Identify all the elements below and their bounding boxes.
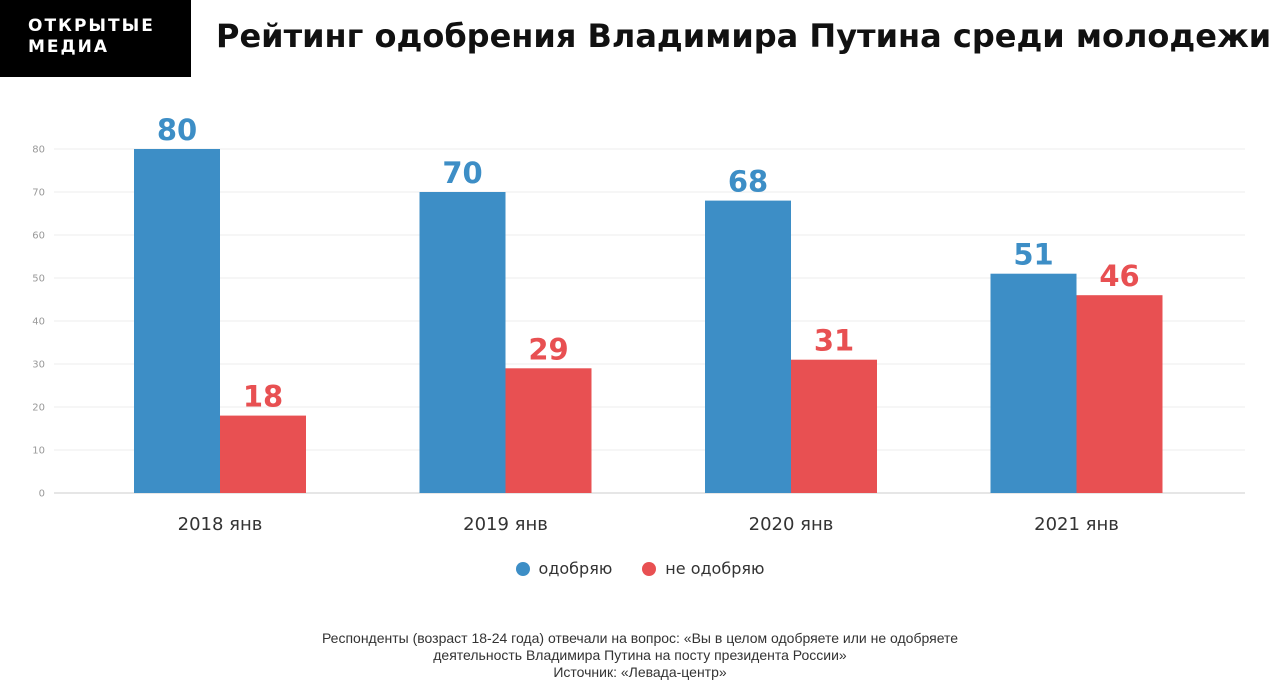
brand-logo: ОТКРЫТЫЕ МЕДИА: [0, 0, 191, 77]
chart-title: Рейтинг одобрения Владимира Путина среди…: [216, 17, 1272, 55]
bar: [791, 359, 877, 493]
bar: [705, 200, 791, 493]
y-tick-label: 80: [32, 145, 45, 156]
x-tick-label: 2020 янв: [749, 514, 834, 535]
legend-item-approve: одобряю: [515, 559, 613, 578]
y-tick-label: 20: [32, 403, 45, 414]
y-tick-label: 70: [32, 188, 45, 199]
x-tick-label: 2019 янв: [463, 514, 548, 535]
legend-item-disapprove: не одобряю: [642, 559, 764, 578]
bar: [419, 192, 506, 493]
footnote-line-1: Респонденты (возраст 18-24 года) отвечал…: [321, 630, 959, 646]
x-tick-label: 2021 янв: [1034, 514, 1119, 535]
legend-label-disapprove: не одобряю: [665, 559, 765, 578]
y-tick-label: 60: [32, 231, 45, 242]
y-tick-label: 0: [39, 489, 45, 500]
x-tick-label: 2018 янв: [178, 514, 263, 535]
y-tick-label: 50: [32, 274, 45, 285]
logo-line-1: ОТКРЫТЫЕ: [28, 16, 155, 36]
data-label: 31: [814, 324, 854, 358]
legend-label-approve: одобряю: [538, 559, 613, 578]
bar: [990, 273, 1077, 493]
data-label: 46: [1099, 259, 1139, 293]
y-tick-label: 10: [32, 446, 45, 457]
data-label: 70: [442, 156, 482, 190]
data-label: 51: [1013, 238, 1053, 272]
chart-legend: одобряю не одобряю: [0, 559, 1280, 578]
data-label: 29: [528, 332, 568, 366]
bar-chart: 0 10 20 30 40 50 60 70 80 80 18 2018 янв 70 29 2019 ян…: [32, 113, 1245, 535]
data-label: 18: [243, 380, 283, 414]
footnote: Респонденты (возраст 18-24 года) отвечал…: [0, 630, 1280, 681]
y-tick-label: 40: [32, 317, 45, 328]
legend-swatch-approve: [515, 561, 530, 576]
legend-swatch-disapprove: [642, 561, 657, 576]
y-tick-label: 30: [32, 360, 45, 371]
data-label: 68: [728, 165, 768, 199]
data-label: 80: [157, 113, 197, 147]
bar: [220, 415, 306, 493]
logo-line-2: МЕДИА: [28, 37, 110, 57]
footnote-source: Источник: «Левада-центр»: [553, 664, 727, 680]
footnote-line-2: деятельность Владимира Путина на посту п…: [433, 647, 847, 663]
bar: [134, 149, 220, 493]
bar: [1076, 295, 1163, 493]
bar: [505, 368, 592, 493]
